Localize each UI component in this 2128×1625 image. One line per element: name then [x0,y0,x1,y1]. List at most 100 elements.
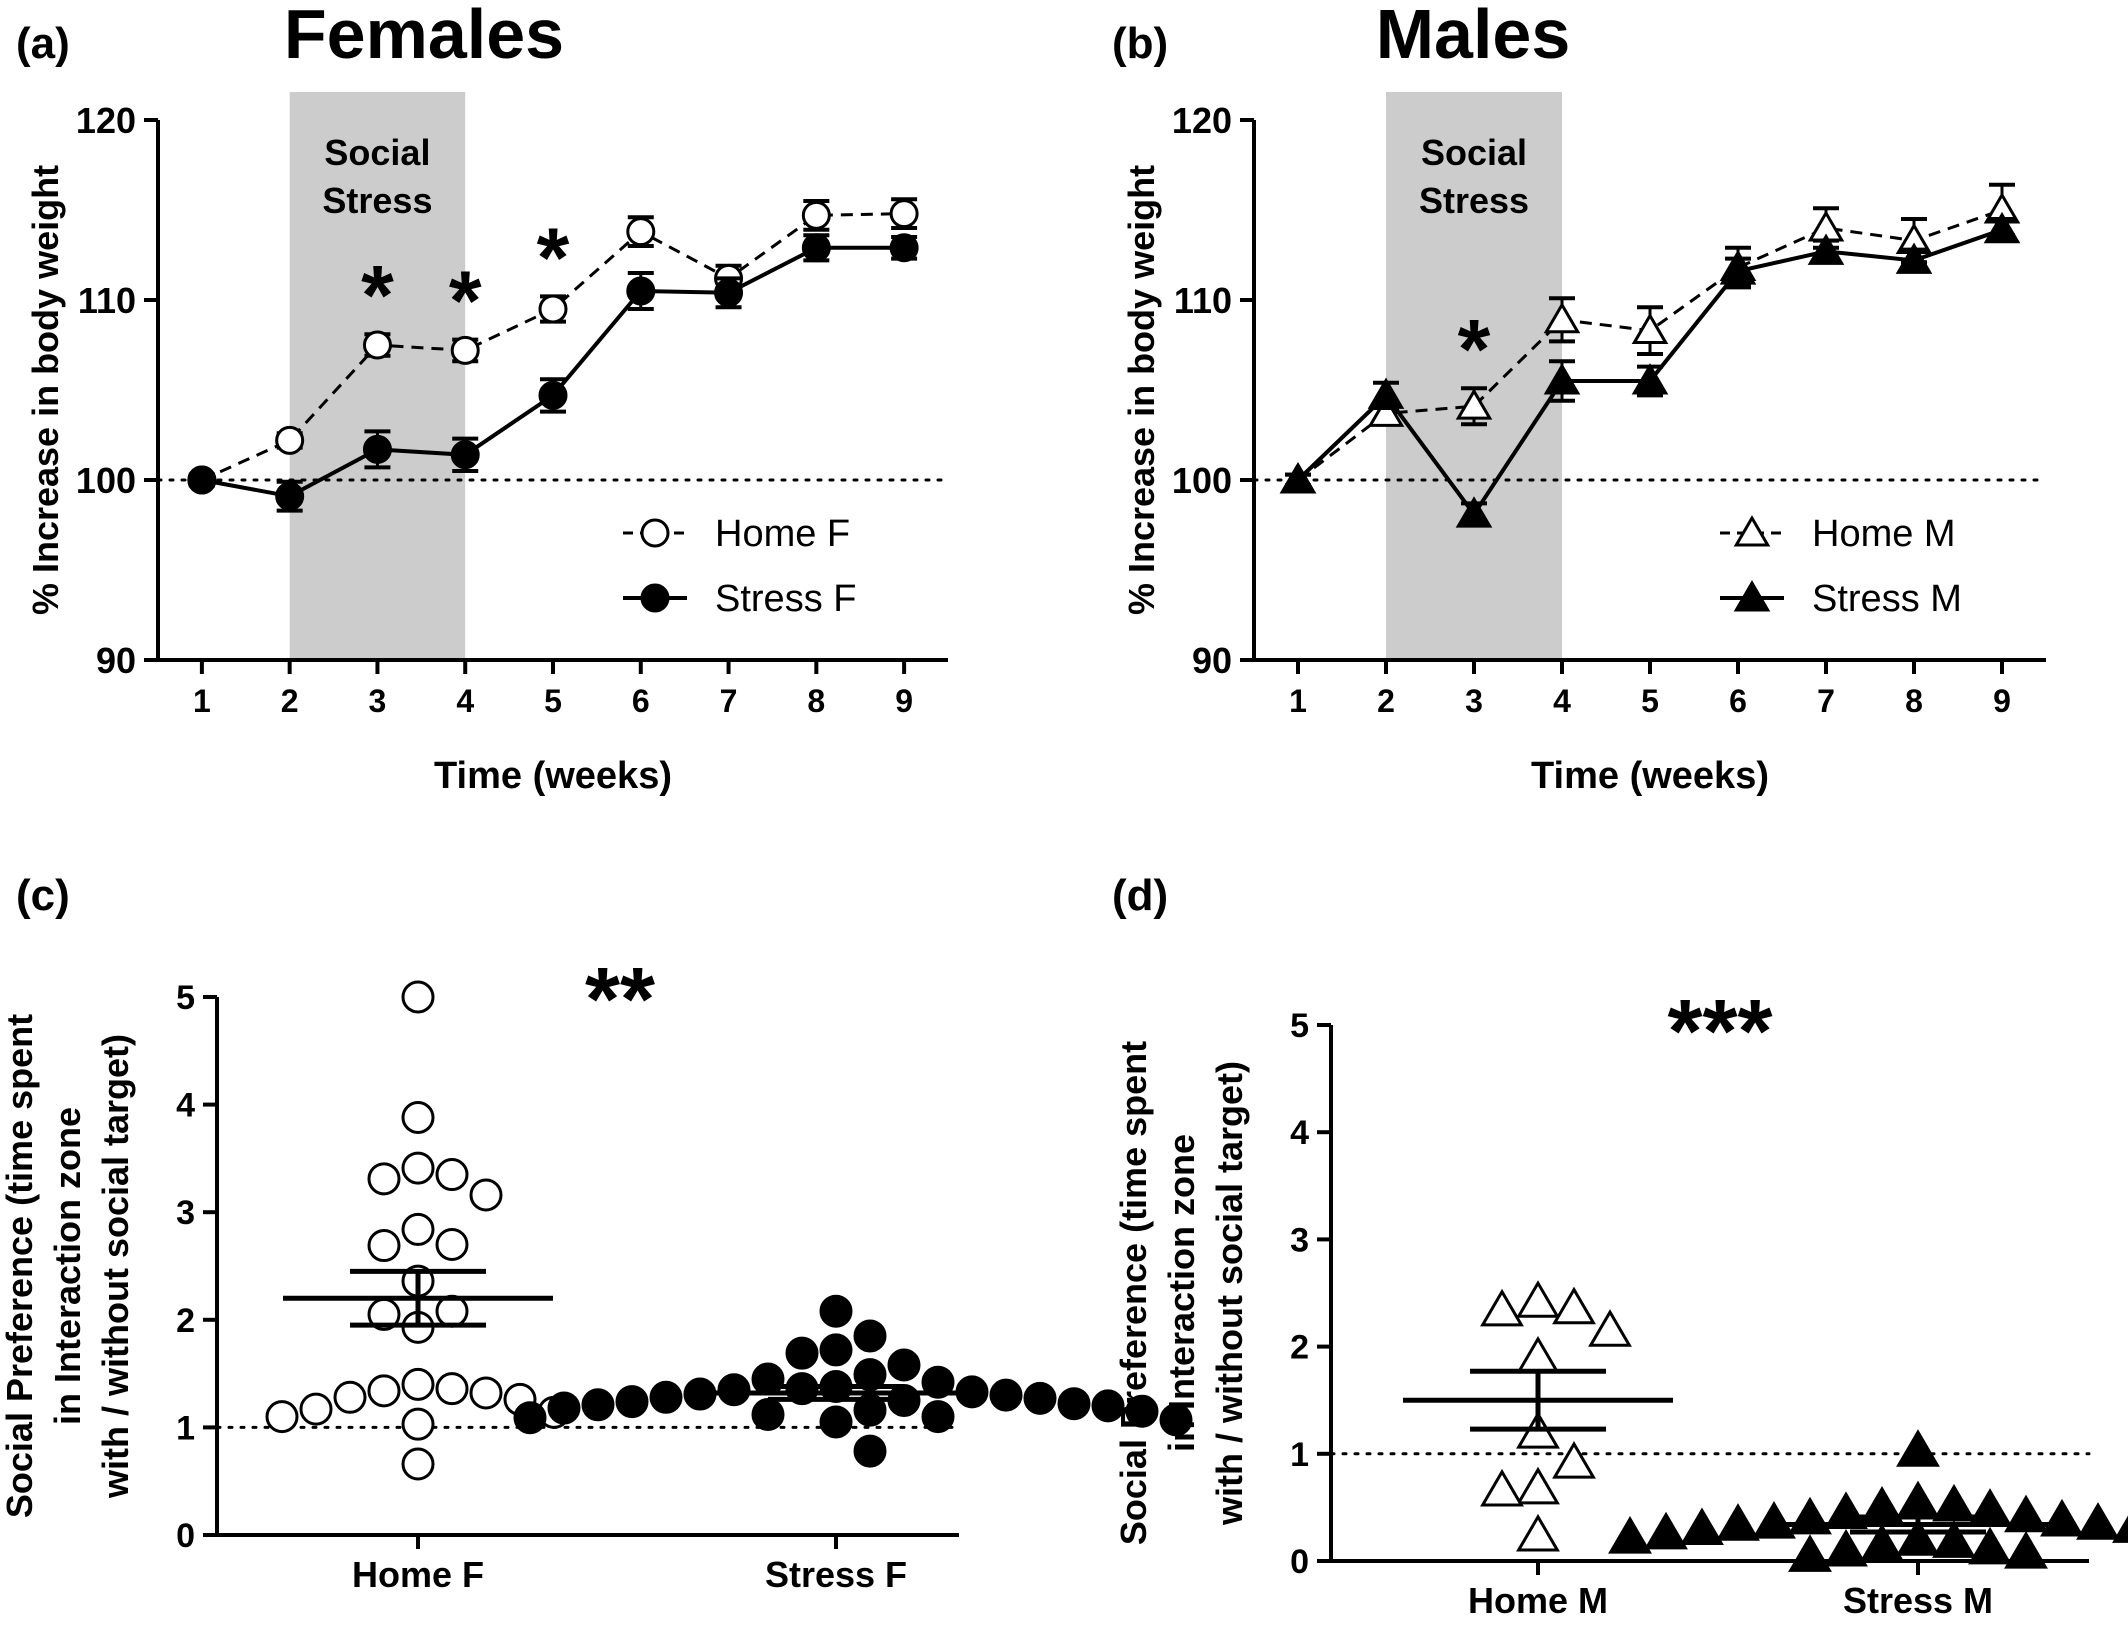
y-axis-label: Social Preference (time spent in Interact… [0,1014,136,1518]
data-point [1788,1496,1832,1535]
x-tick-label: 3 [369,683,387,719]
legend-label: Stress M [1812,578,1962,620]
data-point [1516,1335,1560,1374]
y-axis-label: Social Preference (time spent in Interact… [1113,1041,1250,1545]
data-point [547,1391,581,1425]
panel-label: (c) [16,871,70,920]
y-tick-label: 90 [1192,640,1232,681]
data-point [450,440,480,470]
data-point [1644,1511,1688,1550]
significance-star: * [361,248,394,342]
data-point [1552,1440,1596,1479]
data-point [367,1374,401,1408]
data-point [401,980,435,1014]
data-point [401,1101,435,1135]
x-axis-label: Time (weeks) [434,755,672,797]
data-point [1895,242,1933,274]
data-point [853,1434,887,1468]
data-point [401,1367,435,1401]
data-point [362,330,392,360]
data-point [1279,462,1317,494]
significance-star: * [537,210,570,304]
data-point [1367,377,1405,409]
data-point [1860,1523,1904,1562]
y-tick-label: 120 [1172,100,1232,141]
y-tick-label: 4 [1290,1114,1309,1152]
x-tick-label: 6 [1729,683,1747,719]
y-axis-label-line: in Interaction zone [47,1107,88,1425]
x-tick-label: 5 [1641,683,1659,719]
shaded-region-label: Stress [322,180,432,221]
data-point [1516,1280,1560,1318]
x-tick-label: Home F [352,1554,484,1595]
significance-star: ** [585,950,655,1050]
data-point [751,1397,785,1431]
data-point [401,1212,435,1246]
y-tick-label: 100 [1172,460,1232,501]
legend-label: Home F [715,513,850,555]
data-point [1752,1501,1796,1539]
legend-label: Stress F [715,578,856,620]
x-tick-label: 1 [1289,683,1307,719]
data-point [751,1362,785,1396]
data-point [853,1358,887,1392]
data-point [435,1227,469,1261]
data-point [1719,253,1757,285]
data-point [1932,1483,1976,1522]
x-tick-label: Home M [1468,1580,1608,1621]
data-point [538,380,568,410]
data-point [615,1385,649,1419]
significance-star: * [449,254,482,348]
legend-marker [640,518,670,548]
y-tick-label: 0 [176,1517,195,1555]
data-point [581,1388,615,1422]
data-point [819,1294,853,1328]
legend-marker [640,583,670,613]
x-tick-label: 2 [1377,683,1395,719]
y-tick-label: 5 [1290,1007,1309,1045]
y-tick-label: 0 [1290,1543,1309,1581]
data-point [1680,1507,1724,1546]
x-tick-label: 8 [807,683,825,719]
x-tick-label: 7 [720,683,738,719]
y-tick-label: 3 [1290,1221,1309,1259]
data-point [1788,1534,1832,1572]
data-point [513,1401,547,1435]
data-point [1057,1387,1091,1421]
y-axis-label-line: with / without social target) [1209,1061,1250,1526]
data-point [2076,1502,2120,1540]
data-point [401,1151,435,1185]
x-tick-label: 4 [1553,683,1571,719]
data-point [367,1229,401,1263]
data-point [275,481,305,511]
data-point [1516,1466,1560,1505]
legend-marker [1733,580,1771,612]
data-point [989,1378,1023,1412]
x-tick-label: 7 [1817,683,1835,719]
y-axis-label: % Increase in body weight [25,165,66,615]
data-point [1091,1389,1125,1423]
legend-label: Home M [1812,513,1956,555]
data-point [1631,312,1669,345]
data-point [2040,1498,2084,1537]
data-point [333,1380,367,1414]
shaded-region-label: Social [324,132,430,173]
y-tick-label: 120 [76,100,136,141]
data-point [1631,363,1669,395]
panel-title: Females [284,0,564,73]
data-point [538,294,568,324]
data-point [1125,1394,1159,1428]
data-point [853,1319,887,1353]
data-point [1608,1516,1652,1554]
data-point [1455,388,1493,420]
x-tick-label: 6 [632,683,650,719]
x-tick-label: 9 [1993,683,2011,719]
data-point [1480,1468,1524,1507]
data-point [469,1178,503,1212]
data-point [450,335,480,365]
data-point [435,1372,469,1406]
legend-marker [1733,515,1771,547]
y-axis-label: % Increase in body weight [1121,165,1162,615]
x-tick-label: 1 [193,683,211,719]
data-point [889,233,919,263]
